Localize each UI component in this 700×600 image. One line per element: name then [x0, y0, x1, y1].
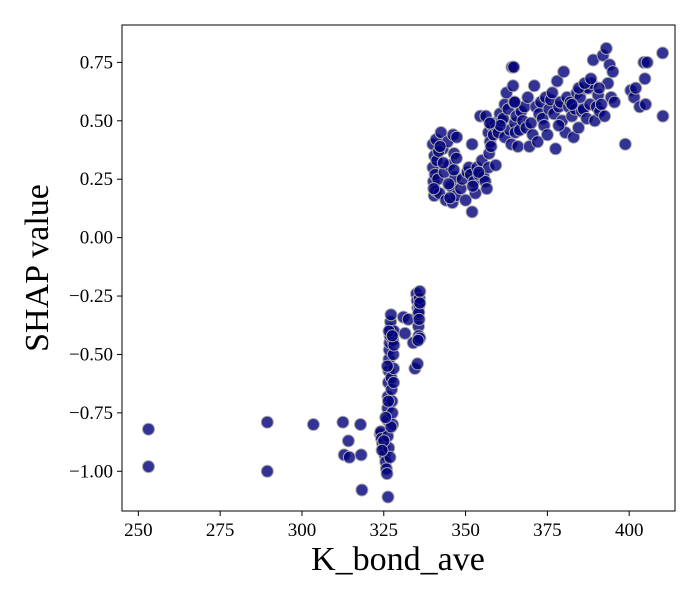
data-point [381, 394, 395, 408]
data-point [531, 135, 545, 149]
data-point [380, 359, 394, 373]
data-point [354, 448, 368, 462]
data-point [433, 140, 447, 153]
data-point [447, 163, 461, 177]
y-axis-ticks: −1.00 −0.75 −0.50 −0.25 0.00 0.25 0.50 0.75 [69, 52, 122, 482]
data-point [489, 158, 503, 172]
data-point [472, 165, 486, 179]
data-point [381, 490, 395, 504]
data-point [599, 41, 613, 55]
data-point [465, 137, 479, 151]
y-tick-label: 0.50 [80, 111, 113, 132]
data-point [592, 81, 606, 95]
x-tick-label: 350 [451, 520, 480, 541]
data-point [594, 97, 608, 111]
data-point [508, 95, 522, 109]
data-point [413, 284, 427, 298]
data-point [436, 156, 450, 170]
data-point [572, 121, 585, 135]
data-point [379, 411, 393, 424]
data-point [552, 119, 566, 132]
x-tick-label: 250 [124, 520, 153, 541]
data-point [336, 415, 350, 429]
data-points-group [142, 41, 670, 504]
data-point [465, 205, 479, 219]
data-point [629, 81, 643, 95]
data-point [411, 333, 425, 347]
data-point [483, 116, 497, 130]
data-point [450, 130, 464, 144]
x-axis-ticks: 250 275 300 325 350 375 400 [124, 511, 643, 541]
data-point [565, 97, 579, 111]
data-point [639, 97, 653, 111]
x-tick-label: 400 [615, 520, 644, 541]
x-axis-label: K_bond_ave [311, 541, 485, 578]
data-point [493, 119, 507, 132]
data-point [442, 177, 456, 191]
x-tick-label: 325 [370, 520, 399, 541]
data-point [511, 140, 525, 153]
data-point [638, 72, 652, 86]
data-point [618, 137, 632, 151]
data-point [545, 86, 559, 100]
data-point [484, 140, 498, 153]
y-tick-label: 0.75 [80, 52, 113, 73]
data-point [449, 151, 463, 165]
data-point [550, 74, 564, 88]
data-point [540, 128, 554, 142]
data-point [507, 60, 521, 74]
y-tick-label: −0.50 [69, 344, 113, 365]
data-point [656, 46, 670, 60]
data-point [384, 308, 398, 322]
data-point [411, 357, 424, 371]
data-point [459, 193, 473, 207]
data-point [412, 312, 426, 326]
data-point [260, 464, 274, 478]
x-tick-label: 300 [288, 520, 317, 541]
data-point [413, 296, 427, 310]
data-point [342, 450, 356, 464]
data-point [385, 329, 399, 343]
data-point [434, 126, 448, 139]
y-tick-label: −1.00 [69, 461, 113, 482]
data-point [380, 467, 394, 481]
data-point [443, 191, 457, 205]
y-tick-label: −0.75 [69, 403, 113, 424]
data-point [375, 443, 389, 457]
y-tick-label: −0.25 [69, 286, 113, 307]
data-point [606, 65, 620, 79]
y-axis-label: SHAP value [19, 184, 56, 352]
data-point [506, 79, 520, 93]
data-point [584, 72, 598, 86]
x-tick-label: 375 [533, 520, 562, 541]
data-point [466, 179, 480, 193]
data-point [355, 483, 369, 497]
data-point [608, 95, 621, 109]
x-tick-label: 275 [206, 520, 235, 541]
data-point [142, 460, 155, 474]
data-point [354, 418, 367, 431]
data-point [341, 434, 355, 448]
data-point [521, 90, 535, 104]
y-tick-label: 0.25 [80, 169, 113, 190]
data-point [387, 376, 401, 389]
data-point [527, 79, 541, 93]
plot-frame [121, 24, 676, 512]
data-point [549, 142, 563, 156]
data-point [142, 422, 155, 436]
data-point [557, 65, 571, 79]
data-point [480, 182, 494, 196]
data-point [427, 182, 441, 196]
data-point [306, 418, 320, 431]
data-point [656, 109, 670, 123]
data-point [260, 415, 274, 429]
y-tick-label: 0.00 [80, 228, 113, 249]
data-point [640, 55, 654, 69]
data-point [398, 326, 412, 340]
data-point [598, 109, 612, 123]
